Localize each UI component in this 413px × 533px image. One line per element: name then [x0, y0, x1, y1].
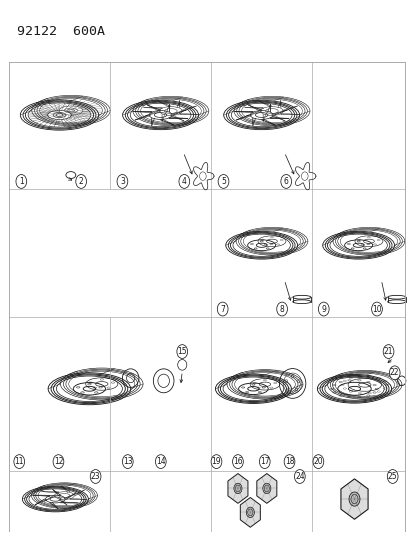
Circle shape [312, 455, 323, 469]
Text: 17: 17 [259, 457, 269, 466]
Circle shape [176, 345, 187, 359]
Polygon shape [256, 473, 276, 503]
Text: 3: 3 [120, 177, 125, 186]
Text: 15: 15 [177, 347, 187, 356]
Circle shape [155, 455, 166, 469]
Circle shape [387, 470, 397, 483]
Circle shape [211, 455, 221, 469]
Text: 7: 7 [220, 304, 225, 313]
Circle shape [122, 455, 133, 469]
Text: 25: 25 [387, 472, 396, 481]
Circle shape [280, 174, 291, 188]
Polygon shape [340, 479, 367, 519]
Text: 92122  600A: 92122 600A [17, 25, 105, 38]
Ellipse shape [262, 483, 270, 494]
Circle shape [318, 302, 328, 316]
Circle shape [217, 302, 228, 316]
Text: 4: 4 [181, 177, 186, 186]
Circle shape [76, 174, 86, 188]
Text: 21: 21 [383, 347, 392, 356]
Text: 16: 16 [233, 457, 242, 466]
Text: 2: 2 [78, 177, 83, 186]
Text: 23: 23 [90, 472, 100, 481]
Text: 8: 8 [279, 304, 284, 313]
Text: 10: 10 [371, 304, 381, 313]
Text: 5: 5 [221, 177, 225, 186]
Text: 12: 12 [54, 457, 63, 466]
Circle shape [259, 455, 269, 469]
Ellipse shape [246, 507, 254, 518]
Circle shape [53, 455, 64, 469]
Circle shape [178, 174, 189, 188]
Circle shape [14, 455, 24, 469]
Polygon shape [228, 473, 247, 503]
Circle shape [117, 174, 128, 188]
Ellipse shape [348, 492, 359, 506]
Text: 11: 11 [14, 457, 24, 466]
Ellipse shape [233, 483, 242, 494]
Text: 19: 19 [211, 457, 221, 466]
Text: 18: 18 [284, 457, 294, 466]
Text: 24: 24 [294, 472, 304, 481]
Text: 20: 20 [313, 457, 323, 466]
Text: 6: 6 [283, 177, 288, 186]
Circle shape [90, 470, 101, 483]
Circle shape [382, 345, 393, 359]
Circle shape [294, 470, 304, 483]
Text: 9: 9 [320, 304, 325, 313]
Circle shape [16, 174, 26, 188]
Text: 13: 13 [123, 457, 132, 466]
Circle shape [283, 455, 294, 469]
Circle shape [389, 366, 399, 379]
Circle shape [371, 302, 382, 316]
Text: 1: 1 [19, 177, 24, 186]
Circle shape [218, 174, 228, 188]
Polygon shape [240, 497, 260, 527]
Circle shape [276, 302, 287, 316]
Text: 22: 22 [389, 368, 399, 377]
Circle shape [232, 455, 243, 469]
Text: 14: 14 [156, 457, 165, 466]
